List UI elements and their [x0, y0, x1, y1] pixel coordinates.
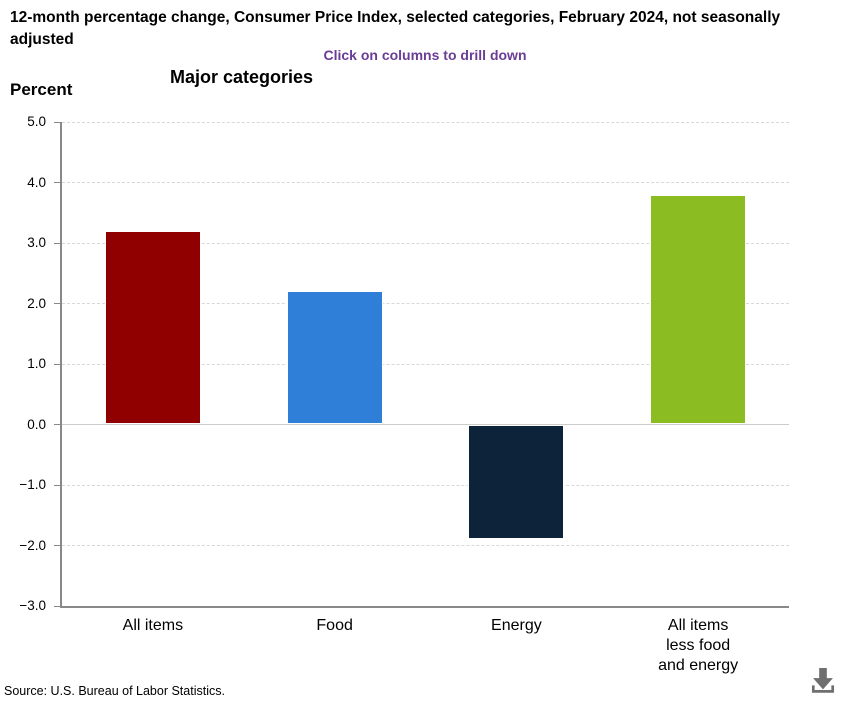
x-category-label: Energy	[491, 617, 542, 634]
y-axis-labels: 5.0 4.0 3.0 2.0 1.0 0.0 −1.0 −2.0 −3.0	[0, 114, 46, 613]
y-axis-tick	[54, 484, 60, 486]
source-note: Source: U.S. Bureau of Labor Statistics.	[4, 684, 225, 698]
gridline	[62, 182, 789, 183]
y-tick-label: 3.0	[27, 235, 46, 250]
y-axis-tick	[54, 424, 60, 425]
plot-area	[54, 121, 789, 608]
y-axis-tick	[54, 303, 60, 304]
gridline	[62, 242, 789, 244]
y-axis-tick	[54, 242, 60, 244]
drilldown-hint: Click on columns to drill down	[323, 47, 527, 63]
gridline	[62, 545, 789, 546]
y-tick-label: 5.0	[27, 114, 46, 129]
y-axis-tick	[54, 182, 60, 183]
y-axis-tick	[54, 363, 60, 365]
y-tick-label: 4.0	[27, 174, 46, 190]
x-axis-labels: All items Food Energy All items less food a…	[62, 616, 789, 686]
bar-energy[interactable]	[468, 424, 565, 540]
page-title: 12-month percentage change, Consumer Pri…	[10, 9, 781, 48]
gridline	[62, 121, 789, 123]
y-tick-label: 0.0	[27, 416, 46, 432]
chart-title: Major categories	[170, 67, 314, 87]
download-button[interactable]	[804, 662, 842, 700]
y-tick-label: −2.0	[19, 537, 46, 553]
gridline	[62, 303, 789, 304]
y-axis-tick	[54, 545, 60, 546]
y-axis-title: Percent	[10, 80, 73, 99]
x-category-label: Food	[316, 617, 353, 634]
x-category-label: All items less food and energy	[658, 617, 739, 674]
y-tick-label: −1.0	[19, 477, 46, 492]
gridline	[62, 363, 789, 365]
zero-line	[62, 424, 789, 425]
bar-food[interactable]	[286, 291, 383, 425]
gridline	[62, 484, 789, 486]
y-axis-tick	[54, 605, 60, 607]
y-tick-label: −3.0	[19, 598, 46, 613]
bar-all-items[interactable]	[104, 230, 201, 425]
y-axis-tick	[54, 121, 60, 123]
bar-all-items-less-food-and-energy[interactable]	[650, 194, 747, 425]
y-tick-label: 1.0	[27, 356, 46, 371]
download-icon	[811, 667, 835, 693]
x-category-label: All items	[122, 617, 184, 634]
y-tick-label: 2.0	[27, 295, 46, 311]
